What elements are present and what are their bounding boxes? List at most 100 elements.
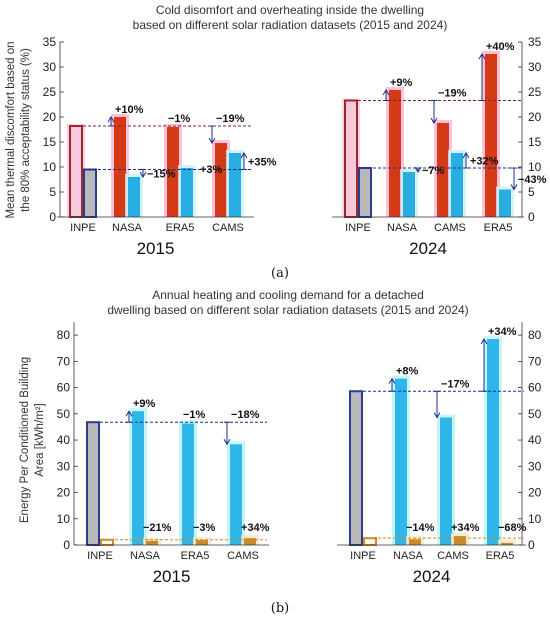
b-plot-category-label: CAMS (437, 550, 469, 562)
a-plot-ytick-right: 5 (528, 185, 535, 199)
a-plot-change-annotation: −43% (518, 174, 547, 186)
a-plot-year-label: 2015 (137, 239, 175, 258)
b-plot-ytick-left: 30 (57, 459, 71, 473)
b-plot-category-label: CAMS (227, 550, 259, 562)
b-plot-change-annotation: +34% (241, 522, 270, 534)
a-plot-bar-overheating-2024 (485, 54, 497, 217)
a-plot-change-annotation: −15% (147, 168, 176, 180)
b-plot-ytick-right: 10 (528, 512, 542, 526)
b-plot-ytick-left: 60 (57, 381, 71, 395)
a-plot-change-arrow-head (208, 137, 216, 144)
b-plot-change-arrow-head (433, 412, 441, 419)
a-plot-bar-cold-2015 (181, 168, 193, 217)
a-plot-change-annotation: +40% (486, 41, 515, 53)
a-plot-change-annotation: +9% (390, 77, 413, 89)
b-plot-bar-cooling-2015 (146, 540, 158, 545)
b-plot-change-annotation: −68% (498, 522, 527, 534)
b-plot-change-arrow-head (480, 338, 488, 345)
b-plot-bar-heating-2024 (487, 339, 499, 545)
chart-b-plot: 0 0 10 10 20 20 30 30 40 40 50 50 60 60 70 70 80 80 INPE NA… (57, 322, 542, 586)
a-plot-change-annotation: −7% (422, 165, 445, 177)
b-plot-ytick-right: 0 (528, 538, 535, 552)
a-plot-change-arrow-head (510, 184, 518, 191)
a-plot-change-arrow-head (414, 166, 422, 173)
b-plot-ytick-left: 40 (57, 433, 71, 447)
a-plot-change-annotation: −19% (216, 113, 245, 125)
b-plot-bar-heating-2015 (230, 444, 242, 545)
b-plot-bar-heating-2015 (182, 423, 194, 545)
a-plot-ytick-left: 25 (43, 85, 57, 99)
b-plot-bar-cooling-2024-inpe (363, 537, 377, 547)
a-plot-ytick-right: 35 (528, 35, 542, 49)
a-plot-ytick-left: 20 (43, 110, 57, 124)
chart-a-panel-label: (a) (271, 266, 289, 281)
a-plot-change-annotation: +10% (115, 104, 144, 116)
a-plot-category-label: ERA5 (484, 222, 513, 234)
b-plot-ytick-right: 40 (528, 433, 542, 447)
b-plot-year-label: 2015 (153, 567, 191, 586)
a-plot-category-label: INPE (345, 222, 371, 234)
b-plot-bar-heating-2015-inpe (86, 421, 100, 546)
b-plot-category-label: NASA (130, 550, 161, 562)
a-plot-category-label: NASA (387, 222, 418, 234)
a-plot-ytick-left: 15 (43, 135, 57, 149)
a-plot-bar-cold-2024 (451, 153, 463, 217)
b-plot-bar-heating-2024-inpe (349, 390, 363, 546)
chart-b-title-line-2: dwelling based on different solar radiat… (107, 303, 468, 317)
a-plot-change-annotation: −19% (438, 88, 467, 100)
a-plot-category-label: ERA5 (166, 222, 195, 234)
a-plot-change-arrow-head (430, 117, 438, 124)
a-plot-bar-overheating-2024 (437, 123, 449, 217)
a-plot-ytick-left: 35 (43, 35, 57, 49)
b-plot-ytick-left: 50 (57, 407, 71, 421)
a-plot-ytick-right: 0 (528, 210, 535, 224)
chart-a-ylabel-line-1: Mean thermal discomfort based on (5, 41, 17, 218)
a-plot-change-arrow-head (478, 53, 486, 60)
b-plot-ytick-right: 30 (528, 459, 542, 473)
b-plot-bar-cooling-2024 (454, 536, 466, 545)
b-plot-category-label: ERA5 (181, 550, 210, 562)
b-plot-bar-cooling-2015-inpe (100, 538, 114, 546)
a-plot-ytick-right: 30 (528, 60, 542, 74)
a-plot-category-label: CAMS (212, 222, 244, 234)
b-plot-bar-cooling-2024 (409, 539, 421, 545)
b-plot-ytick-left: 70 (57, 354, 71, 368)
chart-a-title-line-1: Cold disomfort and overheating inside th… (156, 3, 424, 17)
b-plot-bar-cooling-2015 (244, 538, 256, 545)
b-plot-change-annotation: +34% (451, 522, 480, 534)
a-plot-bar-cold-2015 (128, 177, 140, 217)
b-plot-ytick-left: 0 (63, 538, 70, 552)
b-plot-bar-glow (498, 539, 516, 545)
b-plot-category-label: NASA (393, 550, 424, 562)
a-plot-ytick-left: 10 (43, 160, 57, 174)
a-plot-bar-cold-2024 (403, 172, 415, 217)
a-plot-change-annotation: +32% (470, 156, 499, 168)
b-plot-change-annotation: −1% (183, 409, 206, 421)
b-plot-bar-heating-2015 (132, 411, 144, 545)
a-plot-bar-overheating-2015 (215, 143, 227, 217)
b-plot-year-label: 2024 (413, 567, 451, 586)
a-plot-change-arrow-head (139, 171, 147, 178)
b-plot-bar-heating-2024 (440, 417, 452, 545)
a-plot-change-annotation: +3% (200, 164, 223, 176)
b-plot-change-annotation: −18% (231, 409, 260, 421)
b-plot-ytick-right: 80 (528, 328, 542, 342)
a-plot-ytick-left: 5 (49, 185, 56, 199)
b-plot-change-annotation: −14% (406, 522, 435, 534)
b-plot-category-label: ERA5 (486, 550, 515, 562)
a-plot-change-arrow-head (382, 89, 390, 96)
a-plot-change-annotation: +35% (248, 156, 277, 168)
b-plot-ytick-right: 60 (528, 381, 542, 395)
a-plot-bar-overheating-2024 (389, 90, 401, 217)
a-plot-bar-overheating-2015 (114, 117, 126, 217)
chart-energy-demand: Annual heating and cooling demand for a … (19, 288, 542, 616)
a-plot-bar-overheating-2015 (167, 127, 179, 217)
chart-b-ylabel-line-2: Area [kWh/m²] (34, 403, 46, 476)
b-plot-ytick-left: 10 (57, 512, 71, 526)
a-plot-ytick-right: 20 (528, 110, 542, 124)
b-plot-change-annotation: +34% (488, 326, 517, 338)
b-plot-ytick-left: 80 (57, 328, 71, 342)
chart-b-title-line-1: Annual heating and cooling demand for a … (152, 288, 424, 302)
a-plot-category-label: CAMS (434, 222, 466, 234)
a-plot-category-label: NASA (112, 222, 143, 234)
